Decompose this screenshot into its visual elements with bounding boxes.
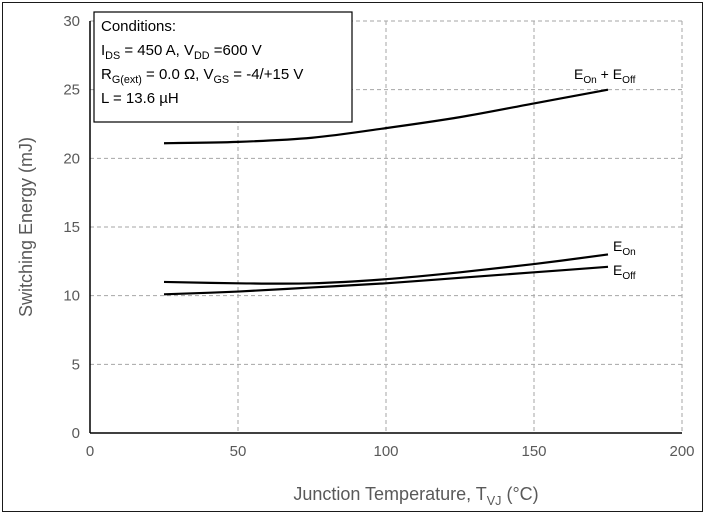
x-tick-label: 50 [230, 443, 247, 460]
series [163, 88, 609, 296]
series-label-eoff: EOff [613, 262, 636, 282]
y-tick-label: 0 [72, 425, 80, 442]
series-line-total [163, 88, 609, 145]
y-tick-label: 15 [63, 219, 80, 236]
x-tick-label: 0 [86, 443, 94, 460]
series-label-eon: EOn [613, 238, 636, 258]
tick-labels: 0 5 10 15 20 25 30 0 50 100 150 200 [63, 13, 694, 460]
series-line-eon [163, 253, 609, 285]
x-tick-label: 150 [521, 443, 546, 460]
series-line-eoff [163, 265, 609, 296]
conditions-box: Conditions: IDS = 450 A, VDD =600 V RG(ext… [93, 11, 353, 123]
y-axis-title: Switching Energy (mJ) [16, 137, 36, 317]
axes [89, 21, 682, 434]
y-tick-label: 30 [63, 13, 80, 30]
conditions-line: RG(ext) = 0.0 Ω, VGS = -4/+15 V [101, 66, 303, 86]
series-labels: EOn + EOff EOn EOff [574, 66, 636, 282]
y-tick-label: 25 [63, 82, 80, 99]
y-tick-label: 20 [63, 150, 80, 167]
y-tick-label: 5 [72, 356, 80, 373]
series-label-total: EOn + EOff [574, 66, 636, 86]
conditions-box-border [93, 11, 353, 123]
x-tick-label: 200 [669, 443, 694, 460]
y-tick-label: 10 [63, 288, 80, 305]
x-axis-title: Junction Temperature, TVJ (°C) [293, 484, 538, 508]
x-tick-label: 100 [373, 443, 398, 460]
conditions-title: Conditions: [101, 18, 176, 35]
conditions-line: IDS = 450 A, VDD =600 V [101, 42, 262, 62]
conditions-line: L = 13.6 µH [101, 90, 179, 107]
